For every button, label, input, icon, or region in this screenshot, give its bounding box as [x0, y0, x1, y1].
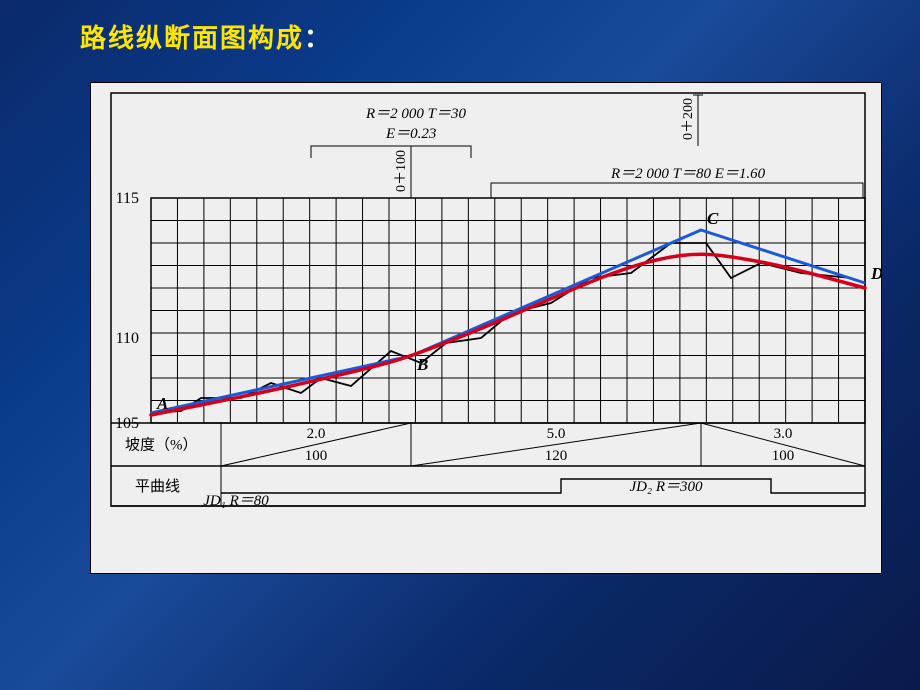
curve-param-text: R＝2 000 T＝30	[365, 106, 467, 122]
slope-length: 100	[772, 448, 795, 464]
y-tick-label: 110	[116, 330, 139, 347]
title-colon: ：	[304, 24, 332, 53]
profile-point-label: A	[156, 394, 168, 413]
profile-svg: 115110105R＝2 000 T＝30E＝0.23R＝2 000 T＝80 …	[91, 83, 881, 573]
station-label: 0＋100	[394, 150, 409, 192]
terrain-line	[151, 243, 865, 413]
param-bracket	[311, 146, 471, 158]
slide-title: 路线纵断面图构成：	[80, 18, 332, 55]
slope-length: 100	[305, 448, 328, 464]
profile-point-label: B	[416, 355, 428, 374]
slope-length: 120	[545, 448, 568, 464]
tangent-line	[151, 230, 865, 413]
outer-frame	[111, 93, 865, 506]
station-label: 0＋200	[681, 98, 696, 140]
curve-row-label: 平曲线	[135, 478, 180, 495]
profile-point-label: D	[870, 264, 881, 283]
slide: 路线纵断面图构成： 115110105R＝2 000 T＝30E＝0.23R＝2…	[0, 0, 920, 690]
param-bracket	[491, 183, 863, 198]
profile-point-label: C	[707, 209, 719, 228]
title-text: 路线纵断面图构成	[80, 24, 304, 53]
slope-grade: 2.0	[307, 426, 326, 442]
horiz-curve-line	[221, 479, 865, 493]
slope-grade: 3.0	[774, 426, 793, 442]
slope-grade: 5.0	[547, 426, 566, 442]
horiz-curve-text: JD₂ R＝300	[629, 479, 703, 495]
profile-figure: 115110105R＝2 000 T＝30E＝0.23R＝2 000 T＝80 …	[90, 82, 882, 574]
slope-row-label: 坡度（%）	[125, 437, 198, 454]
y-tick-label: 115	[116, 190, 139, 207]
curve-param-text: E＝0.23	[385, 126, 436, 142]
horiz-curve-text: JD₁ R＝80	[203, 493, 269, 509]
curve-param-text: R＝2 000 T＝80 E＝1.60	[610, 166, 766, 182]
